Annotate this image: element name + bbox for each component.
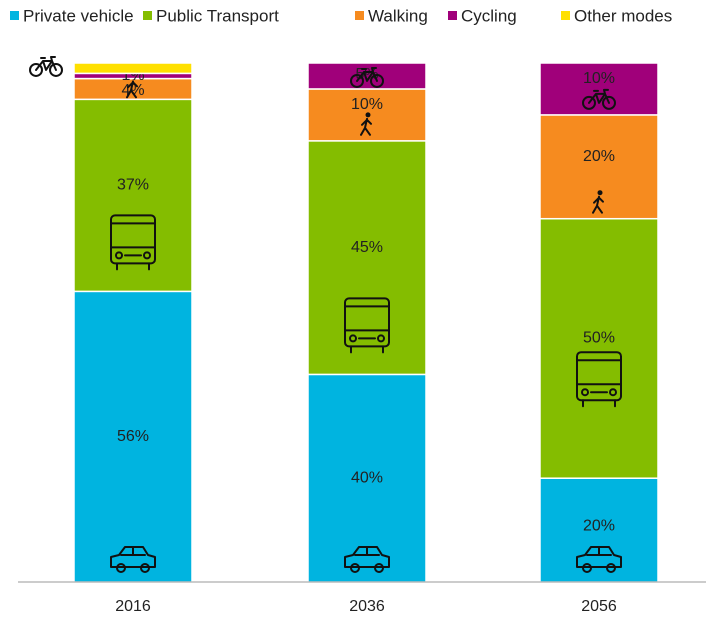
walk-icon — [126, 80, 138, 99]
walk-icon-group — [592, 190, 604, 214]
walk-head — [365, 112, 371, 118]
value-label: 4% — [121, 82, 144, 99]
value-label: 10% — [583, 70, 615, 87]
bike-wheel — [350, 73, 364, 88]
value-label: 40% — [351, 469, 383, 486]
bus-light — [581, 388, 589, 397]
car-wheel — [140, 563, 150, 573]
value-label: 20% — [583, 517, 615, 534]
bar-segment — [73, 290, 193, 583]
bike-icon — [588, 88, 610, 104]
x-tick-label: 2056 — [581, 598, 617, 615]
legend-label: Public Transport — [156, 6, 279, 25]
car-wheel — [582, 563, 592, 573]
bike-icon — [356, 66, 378, 82]
value-label: 50% — [583, 330, 615, 347]
legend: Private vehicle Public Transport Walking Cy… — [10, 6, 672, 25]
bus-icon — [344, 297, 390, 348]
x-tick-label: 2016 — [115, 598, 151, 615]
bus-icon — [344, 305, 390, 354]
bike-wheel — [582, 95, 596, 110]
value-label: 10% — [351, 96, 383, 113]
bus-light — [377, 334, 385, 343]
walk-icon — [360, 117, 372, 136]
walk-head — [597, 190, 603, 196]
bike-wheel — [370, 73, 384, 88]
bar-segment — [73, 62, 193, 75]
legend-swatch — [10, 11, 19, 20]
bar-segment — [539, 62, 659, 116]
bike-icon — [35, 55, 57, 71]
legend-swatch — [355, 11, 364, 20]
bus-icon — [576, 351, 622, 402]
bus-light — [609, 388, 617, 397]
legend-swatch — [561, 11, 570, 20]
bike-icon-group — [582, 88, 616, 110]
bike-wheel — [49, 62, 63, 77]
bus-icon — [576, 359, 622, 408]
legend-label: Cycling — [461, 6, 517, 25]
value-label: 20% — [583, 148, 615, 165]
car-wheel — [374, 563, 384, 573]
car-wheel — [350, 563, 360, 573]
car-icon-group — [344, 546, 390, 573]
bike-icon-group — [29, 55, 63, 77]
car-icon — [576, 546, 622, 568]
car-icon — [344, 546, 390, 568]
legend-label: Walking — [368, 6, 428, 25]
bus-icon — [110, 222, 156, 271]
bus-icon-group — [344, 297, 390, 354]
walk-icon-group — [360, 112, 372, 136]
bike-icon-group — [350, 66, 384, 88]
car-icon — [110, 546, 156, 568]
car-wheel — [606, 563, 616, 573]
bus-light — [349, 334, 357, 343]
legend-label: Private vehicle — [23, 6, 134, 25]
car-wheel — [116, 563, 126, 573]
x-tick-label: 2036 — [349, 598, 385, 615]
legend-label: Other modes — [574, 6, 672, 25]
car-icon-group — [576, 546, 622, 573]
value-label: 37% — [117, 177, 149, 194]
bar-segment — [307, 62, 427, 90]
bus-icon-group — [576, 351, 622, 408]
value-label: 45% — [351, 239, 383, 256]
bus-light — [143, 251, 151, 260]
bus-light — [115, 251, 123, 260]
bar-segment — [539, 114, 659, 220]
bar-segment — [539, 477, 659, 583]
value-label: 56% — [117, 428, 149, 445]
bus-icon-group — [110, 214, 156, 271]
bar-segment — [539, 217, 659, 479]
bike-wheel — [602, 95, 616, 110]
bus-icon — [110, 214, 156, 265]
bar-segment — [307, 140, 427, 376]
legend-swatch — [448, 11, 457, 20]
bike-wheel — [29, 62, 43, 77]
legend-swatch — [143, 11, 152, 20]
walk-icon — [592, 195, 604, 214]
car-icon-group — [110, 546, 156, 573]
